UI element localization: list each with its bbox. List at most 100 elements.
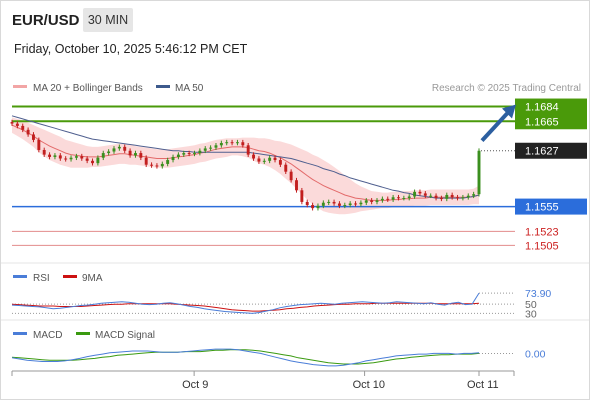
candle-body	[316, 205, 320, 209]
symbol-title: EUR/USD	[12, 12, 80, 29]
candle-body	[359, 202, 363, 205]
candle-body	[461, 197, 465, 199]
macd-line	[11, 348, 480, 367]
resistance-price-badge	[515, 98, 587, 115]
time-axis: Oct 9 Oct 10 Oct 11	[11, 370, 515, 391]
candle-body	[155, 165, 159, 167]
timeframe-button[interactable]: 30 MIN	[83, 8, 133, 32]
time-tick-label: Oct 9	[182, 379, 208, 391]
candle-body	[182, 153, 186, 155]
candle-body	[144, 157, 148, 165]
main-legend: MA 20 + Bollinger Bands MA 50 Research ©…	[13, 83, 581, 94]
candle-body	[91, 160, 94, 164]
ma50-legend-swatch	[156, 85, 170, 88]
candle-body	[26, 129, 30, 135]
time-tick-label: Oct 11	[467, 379, 499, 391]
time-tick-label: Oct 10	[353, 379, 385, 391]
bollinger-legend-swatch	[13, 85, 27, 88]
macd-legend-swatch	[13, 332, 27, 335]
rsi-line	[11, 292, 480, 314]
candle-body	[246, 145, 250, 155]
rsi-ma-legend-label: 9MA	[82, 273, 103, 284]
rsi-level-label: 30	[525, 308, 537, 320]
candle-body	[413, 191, 417, 197]
resistance-price-label: 1.1684	[525, 102, 559, 114]
candle-body	[10, 122, 14, 124]
bollinger-band-area	[12, 117, 479, 215]
candle-body	[230, 142, 234, 144]
candle-body	[305, 201, 309, 206]
candle-body	[48, 154, 52, 157]
candle-body	[284, 164, 288, 172]
candle-body	[348, 203, 352, 206]
candle-body	[214, 145, 218, 148]
candle-body	[171, 156, 175, 161]
candle-body	[268, 157, 272, 161]
candle-body	[289, 171, 293, 181]
candle-body	[241, 142, 245, 146]
candle-body	[58, 155, 62, 159]
last-price-label: 1.1627	[525, 146, 559, 158]
candle-body	[123, 146, 127, 151]
candle-body	[321, 202, 325, 206]
candle-body	[450, 194, 454, 198]
candle-body	[166, 160, 170, 164]
rsi-ma-legend-swatch	[63, 275, 77, 278]
chart-datetime: Friday, October 10, 2025 5:46:12 PM CET	[14, 42, 248, 56]
candle-body	[445, 194, 449, 199]
candle-body	[402, 198, 406, 200]
candle-body	[235, 142, 239, 144]
ma50-line	[11, 115, 480, 199]
candle-body	[332, 201, 336, 204]
candle-body	[134, 153, 137, 156]
candle-body	[434, 195, 438, 199]
candle-body	[477, 150, 481, 195]
candle-body	[407, 196, 411, 199]
candle-body	[160, 163, 164, 167]
candle-body	[386, 198, 390, 200]
candle-body	[273, 157, 277, 161]
resistance-price-label: 1.1665	[525, 116, 559, 128]
macd-panel: 0.00	[11, 348, 546, 367]
candle-body	[187, 153, 191, 155]
candle-body	[295, 180, 298, 191]
candle-body	[64, 158, 68, 160]
candle-body	[96, 157, 100, 164]
macd-level-label: 0.00	[525, 348, 546, 360]
rsi-legend-swatch	[13, 275, 27, 278]
price-panel: 1.1684 1.1665 1.1627 1.1555 1.1523 1.1505	[10, 98, 587, 252]
candle-body	[354, 203, 357, 205]
resistance-price-badge	[515, 113, 587, 130]
candle-body	[456, 197, 459, 199]
candle-body	[262, 160, 266, 162]
candle-body	[209, 147, 213, 149]
macd-signal-legend-swatch	[76, 332, 90, 335]
candle-body	[32, 134, 35, 140]
candle-body	[117, 146, 121, 149]
candle-body	[203, 148, 207, 151]
support-price-label: 1.1505	[525, 240, 559, 252]
forecast-arrow-head	[502, 104, 516, 119]
macd-signal-line	[11, 349, 480, 365]
candle-body	[278, 160, 282, 165]
candle-body	[423, 193, 427, 196]
candle-body	[364, 200, 368, 203]
candle-body	[53, 155, 57, 157]
candle-body	[85, 158, 89, 161]
candle-body	[15, 123, 19, 126]
candle-body	[418, 191, 422, 194]
candle-body	[219, 142, 223, 146]
candle-body	[198, 150, 202, 154]
candle-body	[80, 156, 84, 159]
candle-body	[311, 205, 315, 209]
rsi-legend: RSI 9MA	[13, 273, 103, 284]
candle-body	[337, 203, 341, 206]
candle-body	[42, 149, 46, 155]
rsi-ma-line	[11, 302, 480, 312]
forecast-arrow-line	[480, 111, 510, 143]
bollinger-legend-label: MA 20 + Bollinger Bands	[33, 83, 143, 94]
candle-body	[300, 190, 304, 202]
candle-body	[439, 198, 443, 200]
candle-body	[225, 142, 229, 144]
